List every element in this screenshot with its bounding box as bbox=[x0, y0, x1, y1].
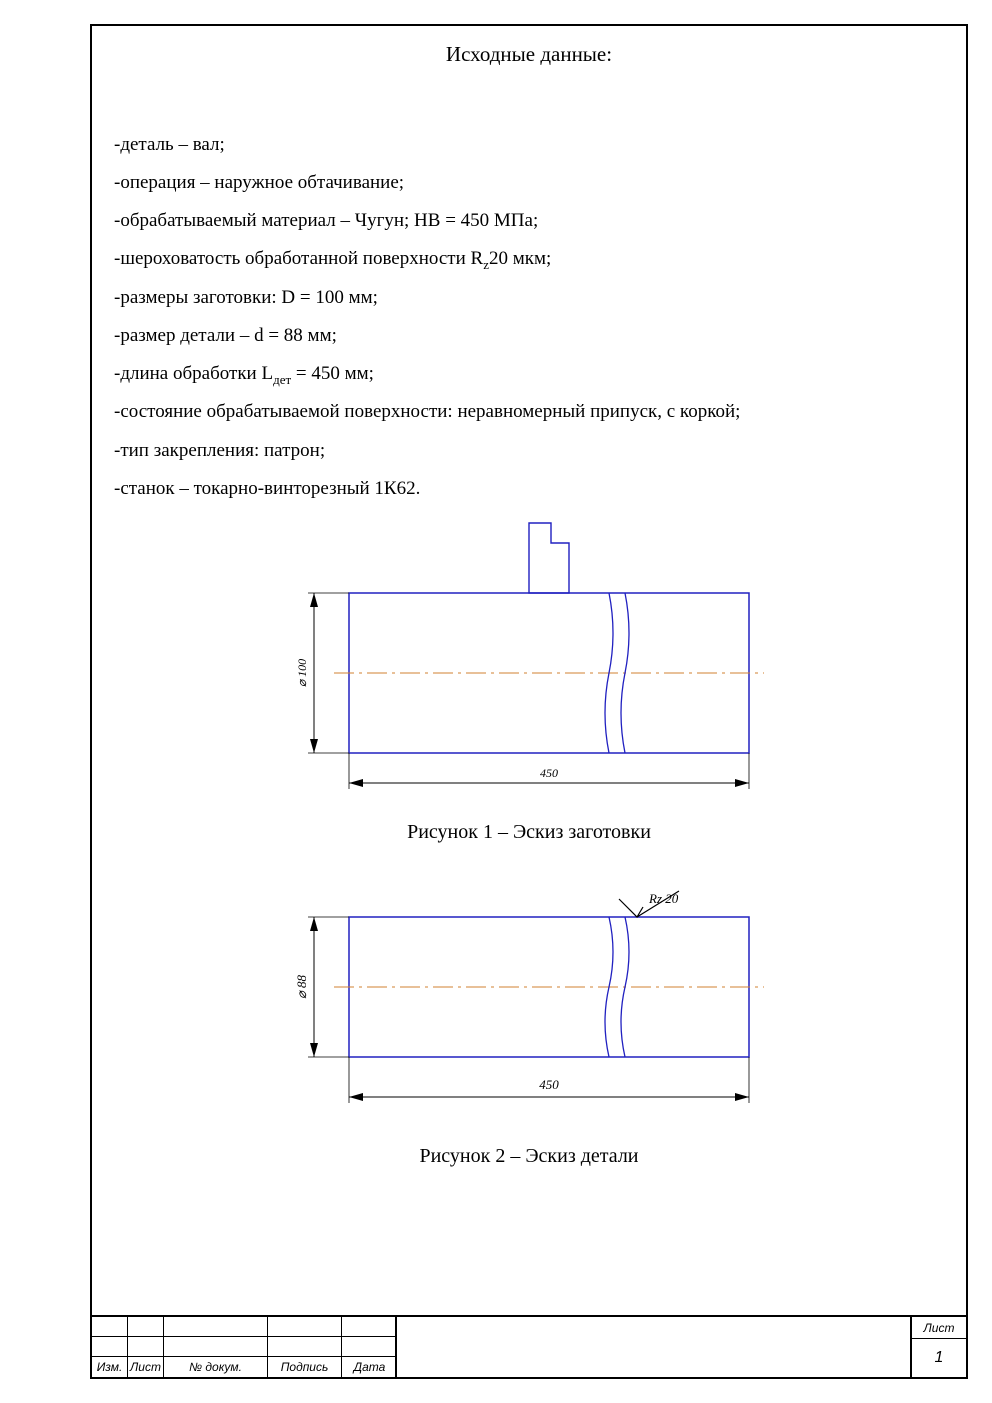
list-item: -размер детали – d = 88 мм; bbox=[114, 318, 944, 354]
stamp-right-label: Лист bbox=[912, 1317, 966, 1339]
content-block: -деталь – вал; -операция – наружное обта… bbox=[92, 67, 966, 1191]
svg-text:⌀ 88: ⌀ 88 bbox=[294, 974, 309, 999]
svg-text:450: 450 bbox=[539, 1077, 559, 1092]
svg-text:⌀ 100: ⌀ 100 bbox=[295, 659, 309, 687]
stamp-header: Дата bbox=[342, 1357, 397, 1377]
list-item: -размеры заготовки: D = 100 мм; bbox=[114, 280, 944, 316]
stamp-header: Лист bbox=[128, 1357, 164, 1377]
stamp-header: Подпись bbox=[268, 1357, 342, 1377]
figure-1: ⌀ 100 450 bbox=[279, 513, 779, 803]
stamp-header-row: Изм. Лист № докум. Подпись Дата bbox=[92, 1357, 395, 1377]
svg-text:Rz 20: Rz 20 bbox=[648, 891, 679, 906]
stamp-row bbox=[92, 1337, 395, 1357]
page-frame: Исходные данные: -деталь – вал; -операци… bbox=[90, 24, 968, 1379]
list-item: -длина обработки Lдет = 450 мм; bbox=[114, 356, 944, 392]
list-item: -операция – наружное обтачивание; bbox=[114, 165, 944, 201]
figure-2-caption: Рисунок 2 – Эскиз детали bbox=[419, 1137, 638, 1175]
list-item: -обрабатываемый материал – Чугун; HB = 4… bbox=[114, 203, 944, 239]
page-title: Исходные данные: bbox=[92, 42, 966, 67]
list-item: -деталь – вал; bbox=[114, 127, 944, 163]
list-item: -состояние обрабатываемой поверхности: н… bbox=[114, 394, 944, 430]
stamp-row bbox=[92, 1317, 395, 1337]
svg-text:450: 450 bbox=[540, 766, 558, 780]
stamp-left: Изм. Лист № докум. Подпись Дата bbox=[92, 1317, 397, 1377]
stamp-page-number: 1 bbox=[912, 1339, 966, 1377]
list-item: -шероховатость обработанной поверхности … bbox=[114, 241, 944, 277]
list-item: -станок – токарно-винторезный 1К62. bbox=[114, 471, 944, 507]
list-item: -тип закрепления: патрон; bbox=[114, 433, 944, 469]
stamp-right: Лист 1 bbox=[910, 1317, 966, 1377]
stamp-header: № докум. bbox=[164, 1357, 268, 1377]
figure-2: Rz 20 ⌀ 88 450 bbox=[279, 867, 779, 1127]
title-block: Изм. Лист № докум. Подпись Дата Лист 1 bbox=[90, 1315, 968, 1379]
stamp-header: Изм. bbox=[92, 1357, 128, 1377]
figure-1-caption: Рисунок 1 – Эскиз заготовки bbox=[407, 813, 651, 851]
